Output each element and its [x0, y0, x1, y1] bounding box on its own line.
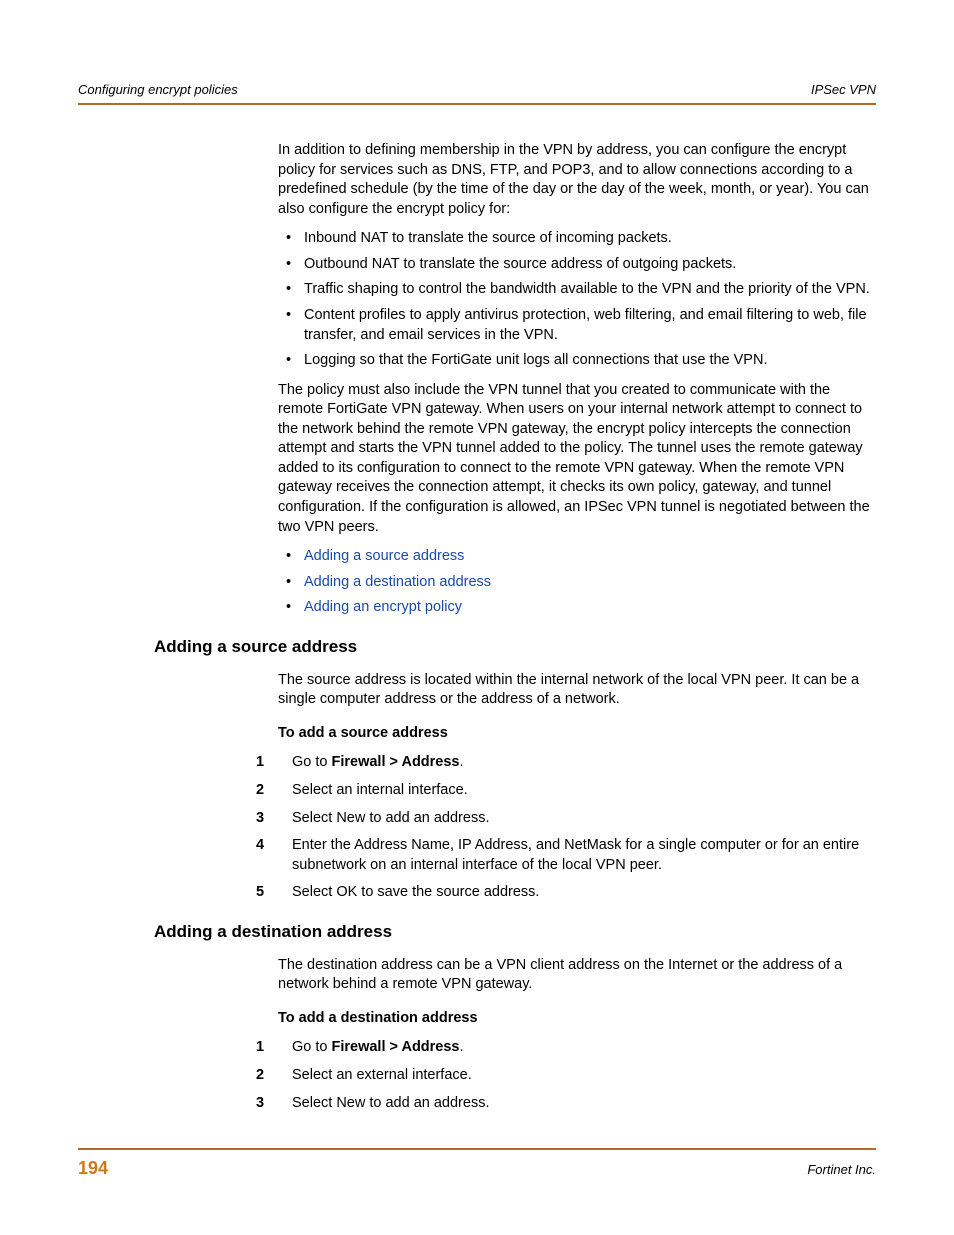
- running-header: Configuring encrypt policies IPSec VPN: [78, 82, 876, 105]
- step-number: 1: [256, 753, 278, 773]
- bullet-link: Adding a destination address: [278, 573, 876, 593]
- step-number: 5: [256, 883, 278, 903]
- step-number: 3: [256, 1094, 278, 1114]
- step-text: Enter the Address Name, IP Address, and …: [278, 836, 876, 875]
- bullet-item: Traffic shaping to control the bandwidth…: [278, 280, 876, 300]
- section1-p: The source address is located within the…: [278, 671, 876, 710]
- step-row: 4 Enter the Address Name, IP Address, an…: [256, 836, 876, 875]
- bullet-link: Adding an encrypt policy: [278, 598, 876, 618]
- bullet-item: Content profiles to apply antivirus prot…: [278, 306, 876, 345]
- header-left: Configuring encrypt policies: [78, 82, 238, 97]
- link-add-encrypt[interactable]: Adding an encrypt policy: [304, 599, 462, 615]
- section1-steps: 1 Go to Firewall > Address. 2 Select an …: [278, 753, 876, 902]
- step-row: 1 Go to Firewall > Address.: [256, 1038, 876, 1058]
- heading-source: Adding a source address: [154, 636, 876, 659]
- bullet-link: Adding a source address: [278, 547, 876, 567]
- link-add-source[interactable]: Adding a source address: [304, 548, 464, 564]
- footer-company: Fortinet Inc.: [807, 1162, 876, 1177]
- intro-bullets: Inbound NAT to translate the source of i…: [278, 229, 876, 370]
- body-content: In addition to defining membership in th…: [78, 105, 876, 1113]
- step-text: Select OK to save the source address.: [278, 883, 876, 903]
- step-number: 2: [256, 1066, 278, 1086]
- step-text: Select New to add an address.: [278, 1094, 876, 1114]
- intro-links: Adding a source address Adding a destina…: [278, 547, 876, 618]
- step-text: Go to Firewall > Address.: [278, 1038, 876, 1058]
- intro-p1: In addition to defining membership in th…: [278, 141, 876, 219]
- step-number: 4: [256, 836, 278, 875]
- bullet-item: Outbound NAT to translate the source add…: [278, 255, 876, 275]
- step-number: 1: [256, 1038, 278, 1058]
- step-row: 3 Select New to add an address.: [256, 1094, 876, 1114]
- section2-steps: 1 Go to Firewall > Address. 2 Select an …: [278, 1038, 876, 1113]
- step-text: Select an internal interface.: [278, 781, 876, 801]
- section1-subhead: To add a source address: [278, 724, 876, 744]
- step-text: Select New to add an address.: [278, 809, 876, 829]
- bullet-item: Inbound NAT to translate the source of i…: [278, 229, 876, 249]
- section2-p: The destination address can be a VPN cli…: [278, 956, 876, 995]
- page-number: 194: [78, 1158, 108, 1179]
- page-footer: 194 Fortinet Inc.: [78, 1148, 876, 1179]
- header-right: IPSec VPN: [811, 82, 876, 97]
- step-row: 3 Select New to add an address.: [256, 809, 876, 829]
- step-row: 5 Select OK to save the source address.: [256, 883, 876, 903]
- section2-subhead: To add a destination address: [278, 1009, 876, 1029]
- step-text: Go to Firewall > Address.: [278, 753, 876, 773]
- link-add-destination[interactable]: Adding a destination address: [304, 574, 491, 590]
- step-number: 2: [256, 781, 278, 801]
- step-row: 1 Go to Firewall > Address.: [256, 753, 876, 773]
- heading-destination: Adding a destination address: [154, 921, 876, 944]
- bullet-item: Logging so that the FortiGate unit logs …: [278, 351, 876, 371]
- step-text: Select an external interface.: [278, 1066, 876, 1086]
- step-number: 3: [256, 809, 278, 829]
- intro-p2: The policy must also include the VPN tun…: [278, 381, 876, 538]
- step-row: 2 Select an internal interface.: [256, 781, 876, 801]
- step-row: 2 Select an external interface.: [256, 1066, 876, 1086]
